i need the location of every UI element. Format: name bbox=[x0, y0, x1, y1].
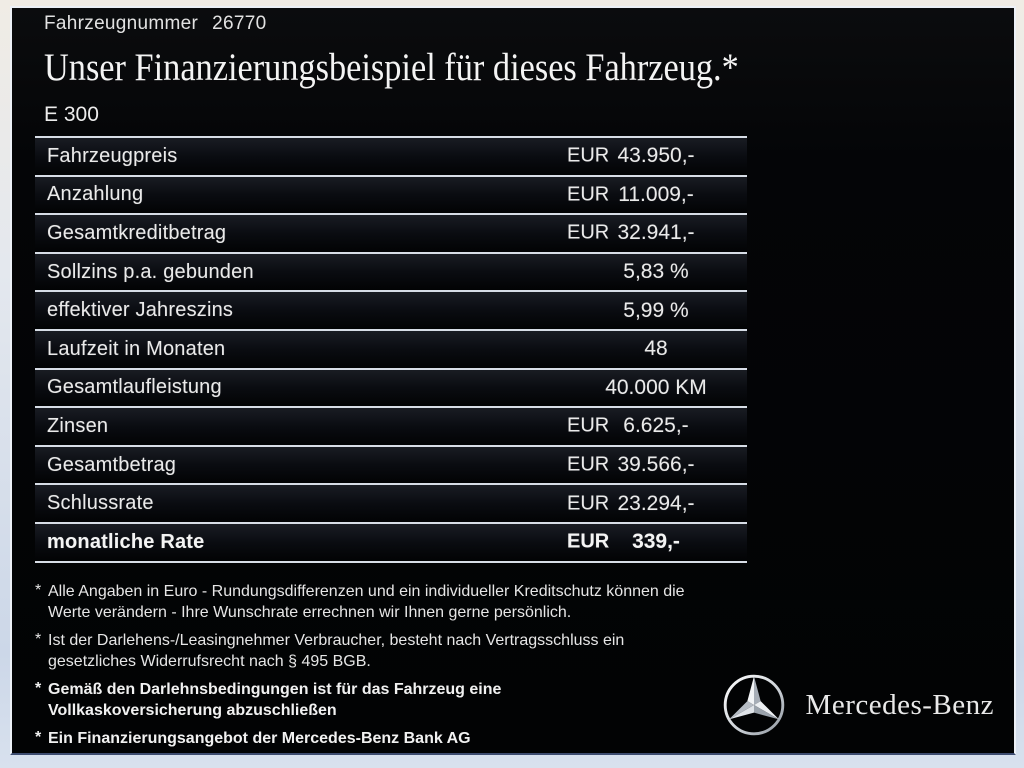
row-label: monatliche Rate bbox=[47, 530, 205, 553]
footnote-asterisk: * bbox=[35, 679, 42, 697]
table-row: Anzahlung EUR 11.009,- bbox=[35, 176, 747, 216]
table-row: Gesamtbetrag EUR 39.566,- bbox=[35, 446, 747, 486]
table-row: Laufzeit in Monaten 48 bbox=[35, 330, 747, 370]
row-value: EUR 23.294,- bbox=[565, 492, 747, 516]
row-amount: 40.000 KM bbox=[605, 375, 707, 399]
brand-logo-block: Mercedes-Benz bbox=[722, 673, 994, 737]
vehicle-model: E 300 bbox=[44, 103, 99, 126]
row-amount: 23.294,- bbox=[617, 491, 695, 515]
table-row: Sollzins p.a. gebunden 5,83 % bbox=[35, 253, 747, 293]
footnote-text: Gemäß den Darlehnsbedingungen ist für da… bbox=[48, 680, 502, 719]
finance-sheet-panel: Fahrzeugnummer 26770 Unser Finanzierungsb… bbox=[10, 6, 1016, 755]
row-label: Gesamtbetrag bbox=[47, 453, 177, 476]
row-value: 5,83 % bbox=[565, 260, 747, 284]
row-amount: 48 bbox=[644, 337, 668, 361]
row-label: Schlussrate bbox=[47, 492, 154, 515]
row-label: effektiver Jahreszins bbox=[47, 299, 234, 322]
row-label: Gesamtkreditbetrag bbox=[47, 221, 227, 244]
row-amount: 5,83 % bbox=[623, 260, 689, 284]
finance-table: Fahrzeugpreis EUR 43.950,- Anzahlung EUR… bbox=[35, 136, 747, 563]
row-value: EUR 32.941,- bbox=[565, 221, 747, 245]
vehicle-number-line: Fahrzeugnummer 26770 bbox=[44, 13, 1014, 35]
row-amount: 32.941,- bbox=[617, 221, 695, 245]
vehicle-number-label: Fahrzeugnummer bbox=[44, 13, 199, 34]
currency-label: EUR bbox=[567, 414, 610, 437]
footnote-text: Alle Angaben in Euro - Rundungsdifferenz… bbox=[48, 582, 685, 621]
currency-label: EUR bbox=[567, 492, 610, 515]
row-amount: 6.625,- bbox=[623, 414, 689, 438]
table-row: Fahrzeugpreis EUR 43.950,- bbox=[35, 138, 747, 177]
table-row: monatliche Rate EUR 339,- bbox=[35, 523, 747, 563]
footnote: * Alle Angaben in Euro - Rundungsdiffere… bbox=[35, 581, 815, 623]
row-label: Gesamtlaufleistung bbox=[47, 376, 222, 399]
row-label: Zinsen bbox=[47, 414, 109, 437]
currency-label: EUR bbox=[567, 530, 610, 553]
mercedes-star-icon bbox=[722, 673, 786, 737]
row-label: Anzahlung bbox=[47, 183, 144, 206]
row-amount: 339,- bbox=[632, 530, 680, 554]
row-label: Laufzeit in Monaten bbox=[47, 337, 226, 360]
currency-label: EUR bbox=[567, 221, 610, 244]
currency-label: EUR bbox=[567, 183, 610, 206]
page-title: Unser Finanzierungsbeispiel für dieses F… bbox=[44, 46, 1014, 90]
footnote-text: Ist der Darlehens-/Leasingnehmer Verbrau… bbox=[48, 631, 625, 670]
table-row: effektiver Jahreszins 5,99 % bbox=[35, 292, 747, 331]
row-value: EUR 11.009,- bbox=[565, 183, 747, 207]
footnote: * Ist der Darlehens-/Leasingnehmer Verbr… bbox=[35, 630, 815, 672]
table-row: Gesamtlaufleistung 40.000 KM bbox=[35, 369, 747, 409]
row-label: Fahrzeugpreis bbox=[47, 144, 178, 167]
currency-label: EUR bbox=[567, 453, 610, 476]
footnote-asterisk: * bbox=[35, 630, 42, 648]
footnote: * Ein Finanzierungsangebot der Mercedes-… bbox=[35, 728, 815, 749]
table-row: Gesamtkreditbetrag EUR 32.941,- bbox=[35, 215, 747, 254]
row-amount: 39.566,- bbox=[617, 453, 695, 477]
currency-label: EUR bbox=[567, 144, 610, 167]
row-value: 48 bbox=[565, 337, 747, 361]
footnote-text: Ein Finanzierungsangebot der Mercedes-Be… bbox=[48, 729, 471, 747]
footnote-asterisk: * bbox=[35, 728, 42, 746]
row-value: EUR 39.566,- bbox=[565, 453, 747, 477]
footnote: * Gemäß den Darlehnsbedingungen ist für … bbox=[35, 679, 815, 721]
row-value: EUR 339,- bbox=[565, 530, 747, 554]
row-label: Sollzins p.a. gebunden bbox=[47, 260, 254, 283]
row-value: EUR 43.950,- bbox=[565, 144, 747, 168]
footnote-asterisk: * bbox=[35, 581, 42, 599]
table-row: Schlussrate EUR 23.294,- bbox=[35, 485, 747, 524]
footnotes-section: * Alle Angaben in Euro - Rundungsdiffere… bbox=[35, 581, 815, 749]
row-amount: 5,99 % bbox=[623, 298, 689, 322]
page-title-text: Unser Finanzierungsbeispiel für dieses F… bbox=[44, 46, 739, 89]
row-amount: 43.950,- bbox=[617, 144, 695, 168]
row-value: 40.000 KM bbox=[565, 376, 747, 400]
row-value: 5,99 % bbox=[565, 299, 747, 323]
row-value: EUR 6.625,- bbox=[565, 414, 747, 438]
row-amount: 11.009,- bbox=[618, 182, 694, 206]
brand-name: Mercedes-Benz bbox=[805, 688, 994, 721]
table-row: Zinsen EUR 6.625,- bbox=[35, 408, 747, 447]
vehicle-number-value: 26770 bbox=[212, 13, 267, 34]
